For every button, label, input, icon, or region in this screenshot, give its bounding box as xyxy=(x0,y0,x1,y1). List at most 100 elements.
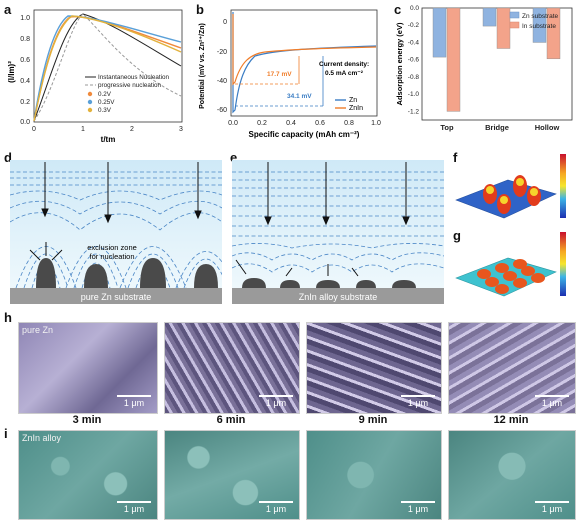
bar-top-zn xyxy=(432,7,447,58)
sem-image-znin-9min: 1 μm xyxy=(306,430,442,520)
adsorption-energy-bar-chart: Adsorption energy (eV) 0.0 -0.2 -0.4 -0.6 -0… xyxy=(395,5,573,132)
exclusion-zone-label: for nucleation xyxy=(89,252,134,261)
y-tick: -0.8 xyxy=(408,74,420,81)
nucleation-transient-plot: 0.0 0.2 0.4 0.6 0.8 1.0 0 1 2 3 t/tm (I/… xyxy=(7,9,183,144)
legend-label: 0.3V xyxy=(98,107,112,114)
legend-marker xyxy=(87,99,93,105)
legend-label: Instantaneous Nucleation xyxy=(98,74,170,81)
zn-nucleus xyxy=(140,258,166,288)
x-tick: 3 xyxy=(179,126,183,133)
legend-swatch xyxy=(509,21,520,29)
voltage-capacity-plot: 0 -20 -40 -60 0.0 0.2 0.4 0.6 0.8 1.0 Sp… xyxy=(199,9,381,139)
zn-nucleus xyxy=(316,280,340,288)
colorbar xyxy=(560,154,566,218)
legend-label: Zn substrate xyxy=(522,13,559,20)
time-label: 12 min xyxy=(493,414,529,426)
scale-bar: 1 μm xyxy=(259,395,293,408)
y-tick: -0.2 xyxy=(408,22,420,29)
time-label: 3 min xyxy=(72,414,102,426)
legend-label: 0.25V xyxy=(98,99,115,106)
panel-label-e: e xyxy=(230,150,238,165)
znin-nucleation-schematic: ZnIn alloy substrate xyxy=(232,160,444,304)
panel-label-h: h xyxy=(4,310,12,325)
substrate-label: ZnIn alloy substrate xyxy=(299,292,378,302)
y-tick: -1.0 xyxy=(408,91,420,98)
x-axis-label: t/tm xyxy=(101,135,116,144)
instantaneous-curve xyxy=(33,13,182,122)
x-tick: 1.0 xyxy=(371,120,381,127)
time-label: 9 min xyxy=(358,414,388,426)
y-tick: 0 xyxy=(223,19,227,26)
y-tick: 0.8 xyxy=(20,36,30,43)
x-tick: 0.6 xyxy=(315,120,325,127)
bar-hollow-zn xyxy=(532,7,547,43)
exclusion-zone-label: exclusion zone xyxy=(87,243,137,252)
curve-0.25V xyxy=(33,15,182,122)
x-tick: 0.4 xyxy=(286,120,296,127)
overpotential-zn: 34.1 mV xyxy=(287,93,312,100)
y-tick: 0.0 xyxy=(410,5,419,12)
x-tick: Top xyxy=(440,123,454,132)
zn-nucleus xyxy=(280,280,300,288)
scale-bar: 1 μm xyxy=(401,395,435,408)
panel-label-a: a xyxy=(4,2,12,17)
scale-bar: 1 μm xyxy=(117,501,151,514)
overpotential-znin: 17.7 mV xyxy=(267,71,292,78)
y-tick: -1.2 xyxy=(408,108,420,115)
y-tick: -0.6 xyxy=(408,57,420,64)
time-label: 6 min xyxy=(216,414,246,426)
legend-label: Zn xyxy=(349,97,357,104)
y-tick: 0.6 xyxy=(20,57,30,64)
panel-label-b: b xyxy=(196,2,204,17)
legend-label: progressive nucleation xyxy=(98,82,162,89)
panel-label-g: g xyxy=(453,228,461,243)
scale-bar: 1 μm xyxy=(401,501,435,514)
bar-hollow-in xyxy=(546,7,561,60)
legend-marker xyxy=(87,91,93,97)
sample-label: ZnIn alloy xyxy=(22,433,62,443)
colorbar xyxy=(560,232,566,296)
sem-image-zn-12min: 1 μm xyxy=(448,322,576,414)
x-tick: 2 xyxy=(130,126,134,133)
zn-nucleus xyxy=(36,258,56,288)
x-tick: 0.2 xyxy=(257,120,267,127)
sem-image-znin-12min: 1 μm xyxy=(448,430,576,520)
y-tick: 0.2 xyxy=(20,99,30,106)
x-tick: Bridge xyxy=(485,123,509,132)
substrate-bar xyxy=(10,288,222,304)
zn-nucleus xyxy=(242,278,266,288)
panel-label-i: i xyxy=(4,426,8,441)
legend-label: In substrate xyxy=(522,23,556,30)
sem-image-zn-9min: 1 μm xyxy=(306,322,442,414)
pure-zn-nucleation-schematic: exclusion zone for nucleation pure Zn su… xyxy=(10,160,222,304)
curve-0.3V xyxy=(33,15,182,122)
current-density-label: Current density: xyxy=(319,61,369,68)
x-tick: 1 xyxy=(81,126,85,133)
scale-bar: 1 μm xyxy=(535,501,569,514)
potential-peaks xyxy=(477,259,545,294)
legend-swatch xyxy=(509,11,520,19)
zn-nucleus xyxy=(194,264,218,288)
y-tick: -0.4 xyxy=(408,39,420,46)
zn-nucleus xyxy=(356,280,376,288)
scale-bar: 1 μm xyxy=(535,395,569,408)
x-tick: 0.8 xyxy=(344,120,354,127)
zn-nucleus xyxy=(392,280,416,288)
y-axis-label: Potential (mV vs. Zn²⁺/Zn) xyxy=(199,23,206,109)
sem-image-zn-3min: pure Zn 1 μm xyxy=(18,322,158,414)
potential-surface-znin xyxy=(455,232,566,297)
y-axis-label: Adsorption energy (eV) xyxy=(395,22,404,105)
x-axis-label: Specific capacity (mAh cm⁻²) xyxy=(249,130,360,139)
bar-top-in xyxy=(446,7,461,112)
substrate-label: pure Zn substrate xyxy=(81,292,152,302)
substrate-bar xyxy=(232,288,444,304)
y-tick: -60 xyxy=(217,107,227,114)
y-axis-label: (I/Im)² xyxy=(7,61,16,83)
current-density-value: 0.5 mA cm⁻² xyxy=(325,70,364,77)
legend-marker xyxy=(87,107,93,113)
potential-surface-zn xyxy=(455,154,566,219)
sample-label: pure Zn xyxy=(22,325,54,335)
panel-label-f: f xyxy=(453,150,458,165)
sem-image-zn-6min: 1 μm xyxy=(164,322,300,414)
y-tick: -40 xyxy=(217,78,227,85)
